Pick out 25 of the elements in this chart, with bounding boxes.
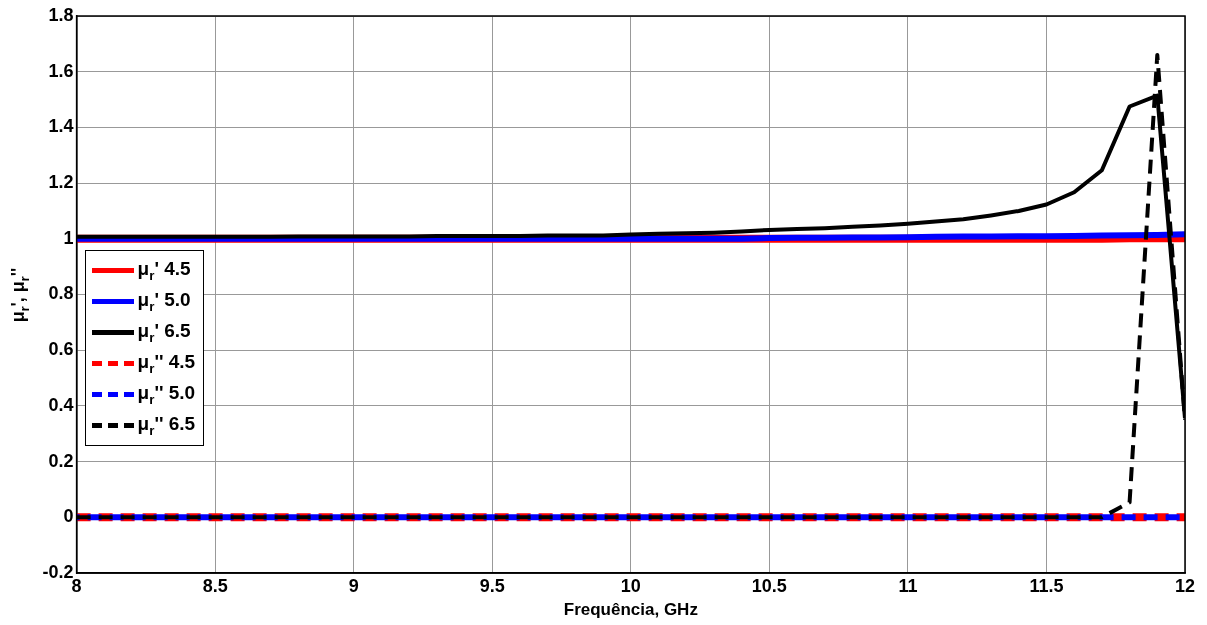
legend-label: μ$_{r}$'' 6.5 bbox=[137, 413, 196, 438]
y-tick-label: 0 bbox=[63, 506, 74, 527]
x-axis-title: Frequência, GHz bbox=[563, 600, 698, 620]
x-tick-label: 9 bbox=[348, 575, 359, 596]
x-tick-label: 12 bbox=[1174, 575, 1196, 596]
y-tick-label: 0.6 bbox=[48, 339, 74, 360]
x-tick-label: 10.5 bbox=[751, 575, 787, 596]
y-tick-label: 1.8 bbox=[48, 4, 74, 25]
x-tick-label: 11 bbox=[898, 575, 918, 596]
legend-label: μ$_{r}$'' 5.0 bbox=[137, 382, 196, 407]
legend-label: μ$_{r}$' 6.5 bbox=[137, 320, 191, 345]
y-tick-label: 1.6 bbox=[48, 60, 74, 81]
legend-label: μ$_{r}$' 5.0 bbox=[137, 289, 191, 314]
y-tick-label: 1.2 bbox=[48, 172, 74, 193]
legend-label: μ$_{r}$' 4.5 bbox=[137, 258, 191, 283]
y-tick-label: 1.4 bbox=[48, 116, 74, 137]
x-tick-label: 9.5 bbox=[479, 575, 505, 596]
y-tick-label: 0.2 bbox=[48, 450, 74, 471]
y-tick-label: 1 bbox=[63, 227, 74, 248]
y-tick-label: 0.4 bbox=[48, 394, 74, 415]
legend-label: μ$_{r}$'' 4.5 bbox=[137, 351, 196, 376]
x-tick-label: 10 bbox=[620, 575, 641, 596]
y-tick-label: 0.8 bbox=[48, 283, 74, 304]
x-tick-label: 8.5 bbox=[202, 575, 228, 596]
x-tick-label: 11.5 bbox=[1029, 575, 1064, 596]
